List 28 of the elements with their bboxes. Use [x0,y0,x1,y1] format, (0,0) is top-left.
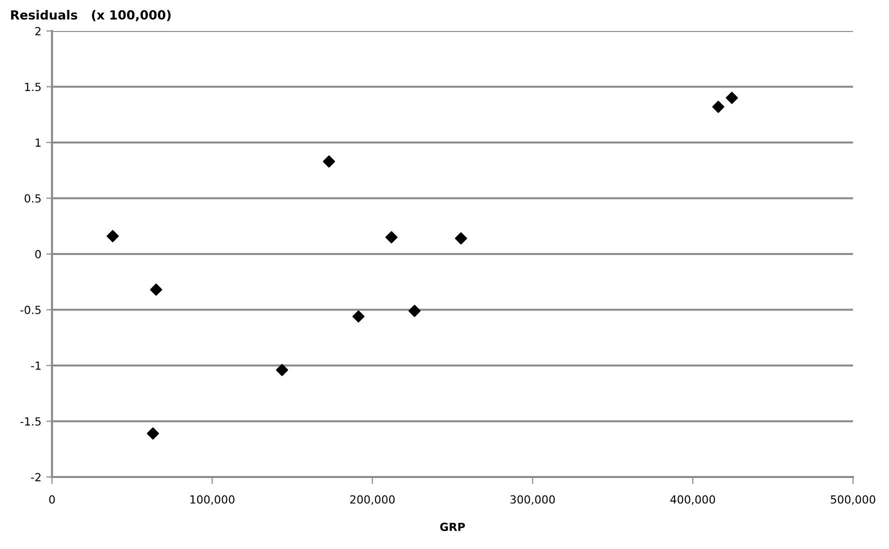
x-tick-label: 400,000 [670,495,716,505]
y-tick-label: 0 [35,250,41,258]
point [726,92,738,104]
point [322,155,336,168]
y-tick-label: -1 [31,362,41,370]
x-tick-label: 500,000 [830,495,876,505]
y-tick-label: 2 [35,26,40,36]
x-tick-label: 300,000 [510,495,555,505]
point [385,231,398,244]
y-axis-title: Residuals (x 100,000) [11,10,171,22]
y-tick-label: 1.5 [25,82,41,92]
point [712,100,724,113]
point [150,284,162,296]
x-axis-title: GRP [440,522,465,532]
x-tick-label: 200,000 [350,495,395,505]
y-tick-label: -0.5 [20,306,41,314]
x-tick-label: 0 [49,495,55,504]
point [454,232,468,244]
point [352,310,365,323]
point [146,427,159,440]
y-tick-label: -1.5 [20,417,41,426]
y-tick-label: 1 [36,138,41,147]
x-tick-label: 100,000 [190,495,234,505]
y-tick-label: 0.5 [24,194,41,203]
point [106,230,119,242]
point [276,364,288,376]
point [408,304,421,317]
y-tick-label: -2 [31,472,40,482]
